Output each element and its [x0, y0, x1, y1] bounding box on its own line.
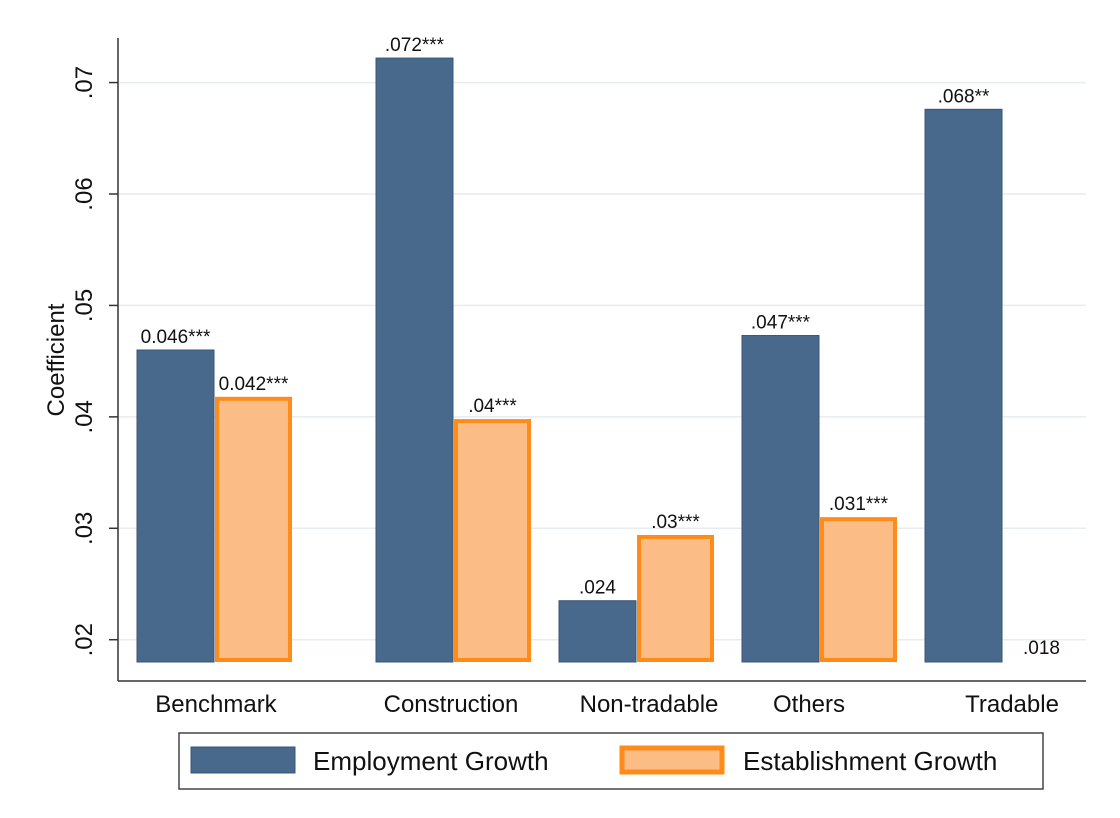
category-label: Benchmark	[155, 691, 277, 718]
category-label: Others	[773, 691, 845, 718]
bar-establishment-growth	[454, 419, 531, 663]
data-labels: 0.046*** 0.042*** .072*** .04*** .024 .03***.…	[141, 35, 1060, 659]
data-label-establishment-growth: 0.042***	[219, 374, 289, 395]
bar-employment-growth	[741, 335, 820, 663]
bar-establishment-growth	[637, 534, 714, 663]
y-tick-label: .03	[71, 512, 98, 545]
bar-employment-growth	[375, 57, 454, 663]
legend-swatch-employment-growth	[190, 746, 296, 774]
bar-establishment-growth	[820, 517, 897, 663]
bar-employment-growth	[924, 108, 1003, 663]
category-label: Non-tradable	[580, 691, 719, 718]
data-label-establishment-growth: .03***	[651, 512, 700, 533]
y-tick-label: .07	[71, 66, 98, 99]
y-tick-label: .02	[71, 623, 98, 656]
category-labels: Benchmark Construction Non-tradable Others T…	[155, 691, 1059, 718]
y-axis-ticks: .02 .03 .04 .05 .06 .07	[71, 66, 118, 656]
bar-employment-growth	[136, 349, 215, 663]
legend-label-establishment-growth: Establishment Growth	[743, 746, 997, 776]
category-label: Construction	[384, 691, 519, 718]
data-label-employment-growth: .068**	[938, 86, 990, 107]
category-label: Tradable	[965, 691, 1059, 718]
data-label-employment-growth: .047***	[751, 313, 811, 334]
legend: Employment Growth Establishment Growth	[178, 732, 1044, 790]
y-tick-label: .05	[71, 289, 98, 322]
data-label-employment-growth: .072***	[385, 35, 445, 56]
data-label-employment-growth: 0.046***	[141, 327, 211, 348]
data-label-establishment-growth: .018	[1023, 638, 1060, 659]
legend-box	[178, 732, 1044, 790]
y-axis-title: Coefficient	[43, 303, 70, 416]
data-label-employment-growth: .024	[579, 578, 616, 599]
data-label-establishment-growth: .04***	[468, 396, 517, 417]
legend-swatch-establishment-growth	[619, 745, 725, 775]
y-tick-label: .06	[71, 177, 98, 210]
bar-employment-growth	[558, 600, 637, 663]
y-tick-label: .04	[71, 400, 98, 433]
legend-label-employment-growth: Employment Growth	[313, 746, 549, 776]
bars	[136, 57, 1003, 663]
data-label-establishment-growth: .031***	[829, 494, 889, 515]
bar-establishment-growth	[215, 396, 292, 662]
